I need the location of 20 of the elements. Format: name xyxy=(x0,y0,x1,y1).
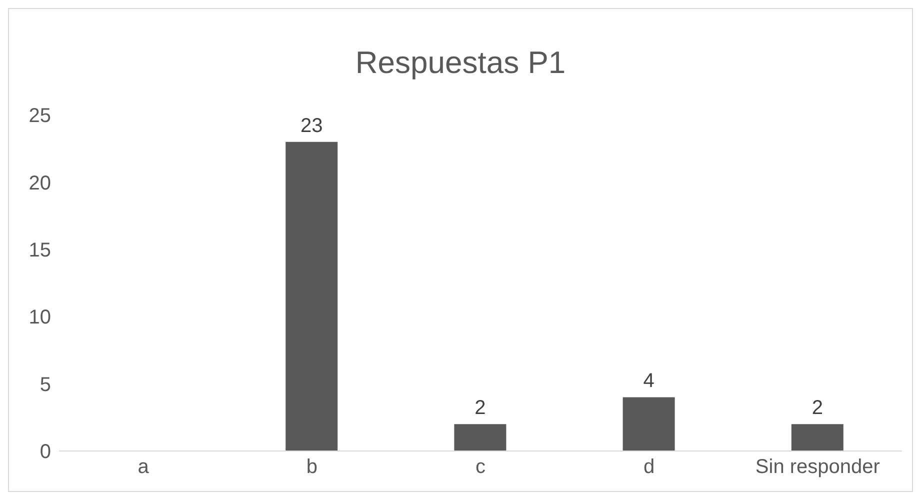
y-tick-label: 5 xyxy=(40,374,51,396)
x-tick-label: d xyxy=(644,456,655,478)
y-tick-label: 25 xyxy=(28,105,51,128)
data-label: 23 xyxy=(300,114,323,137)
y-tick-label: 20 xyxy=(28,172,51,194)
bar xyxy=(286,142,338,451)
x-tick-label: a xyxy=(138,456,150,478)
data-label: 2 xyxy=(474,397,486,420)
y-tick-label: 10 xyxy=(28,306,51,329)
data-label: 2 xyxy=(812,397,823,420)
bar xyxy=(791,424,844,451)
y-tick-label: 0 xyxy=(40,441,51,464)
x-tick-label: Sin responder xyxy=(755,456,880,478)
bar xyxy=(454,424,506,451)
x-tick-label: b xyxy=(306,456,318,478)
bar xyxy=(622,397,675,451)
data-label: 4 xyxy=(643,370,654,392)
chart-title: Respuestas P1 xyxy=(354,44,567,82)
x-tick-label: c xyxy=(476,456,486,478)
y-tick-label: 15 xyxy=(28,240,51,262)
